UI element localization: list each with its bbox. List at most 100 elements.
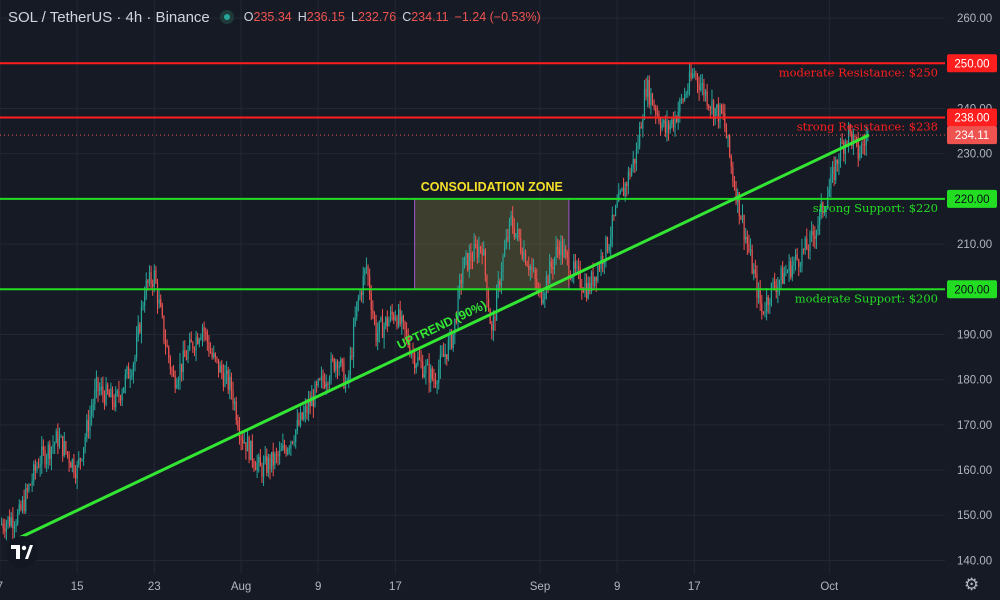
candle-body [486,274,488,299]
candle-body [812,231,814,237]
symbol-title[interactable]: SOL / TetherUS · 4h · Binance [8,8,210,26]
candle-body [152,283,154,287]
candle-body [243,442,245,444]
candle-body [50,447,53,459]
candle-body [200,337,202,340]
candle-body [671,119,673,125]
candle-body [41,446,43,465]
candle-body [393,314,395,320]
high-label: H [297,10,307,24]
candle-body [518,229,520,239]
candle-body [123,387,125,393]
candle-body [277,454,279,457]
candle-body [550,261,552,268]
candle-body [541,292,543,304]
consolidation-zone: CONSOLIDATION ZONE [414,180,570,290]
candle-body [494,316,496,321]
candle-body [163,315,165,341]
candle-body [258,456,260,463]
y-tick-label: 210.00 [957,239,992,251]
level-label: strong Support: $220 [813,201,938,215]
candle-body [316,383,318,386]
candle-body [192,342,194,350]
candle-body [171,368,173,371]
candle-body [10,517,12,526]
candle-body [15,523,17,527]
candle-body [743,215,745,240]
candle-body [55,431,57,443]
candle-body [476,246,478,258]
candle-body [835,159,837,181]
ohlc-readout: O235.34 H236.15 L232.76 C234.11 −1.24 (−… [244,10,541,24]
candle-body [17,512,19,524]
price-axis-bg [945,0,1000,600]
candle-body [293,441,295,443]
candle-body [463,256,466,269]
candle-body [118,391,120,397]
candle-body [396,317,398,327]
price-axis[interactable]: 140.00 150.00 160.00 170.00 180.00 190.00 200.… [945,0,1000,600]
x-tick-label: 9 [315,581,321,593]
candle-body [695,73,697,75]
candle-body [230,376,233,391]
candle-body [468,253,470,270]
candle-body [28,484,30,491]
candle-body [693,73,695,75]
candle-body [806,238,808,250]
candle-body [589,283,591,291]
candle-body [303,412,305,420]
candle-body [563,249,565,258]
candle-body [542,299,544,304]
level-price-badge-label: 238.00 [954,113,989,125]
candle-body [187,349,189,360]
candle-body [436,383,438,385]
candle-body [439,354,441,369]
y-tick-label: 170.00 [957,420,992,432]
candle-body [862,144,864,146]
x-tick-label: Aug [231,581,251,593]
candle-body [590,272,593,291]
candle-body [667,121,670,130]
candle-body [189,339,191,350]
gear-icon[interactable]: ⚙ [964,575,980,595]
candle-body [799,265,801,267]
candle-body [362,275,364,296]
tradingview-logo-icon[interactable] [6,536,38,568]
time-axis[interactable]: 7 15 23 Aug 9 17 Sep 9 17 Oct [0,574,1000,600]
candle-body [380,318,382,321]
candle-body [521,251,523,259]
candle-body [341,359,343,363]
candle-body [492,316,494,331]
level-price-badge-label: 250.00 [954,58,989,70]
candle-body [827,196,829,209]
candle-body [248,437,250,460]
candle-body [491,324,493,331]
low-label: L [351,10,358,24]
x-tick-label: 17 [688,581,701,593]
candle-body [92,404,94,410]
candle-body [700,85,702,90]
candle-body [631,167,633,177]
candle-body [749,249,752,252]
candle-body [680,99,683,101]
candle-body [340,359,342,366]
candle-body [105,384,107,405]
candle-body [5,523,8,532]
candle-body [425,364,427,374]
candle-body [361,292,363,296]
candle-body [375,320,377,342]
open-value: 235.34 [253,10,292,24]
candle-body [66,451,69,455]
candle-body [37,466,40,468]
candle-body [116,391,118,394]
candle-body [532,269,535,271]
candle-body [857,140,859,159]
candle-body [690,72,692,78]
candle-body [285,449,287,454]
candle-body [369,276,371,294]
candle-body [860,144,863,154]
candle-body [399,308,401,324]
candle-body [418,357,421,360]
candle-body [865,136,867,146]
